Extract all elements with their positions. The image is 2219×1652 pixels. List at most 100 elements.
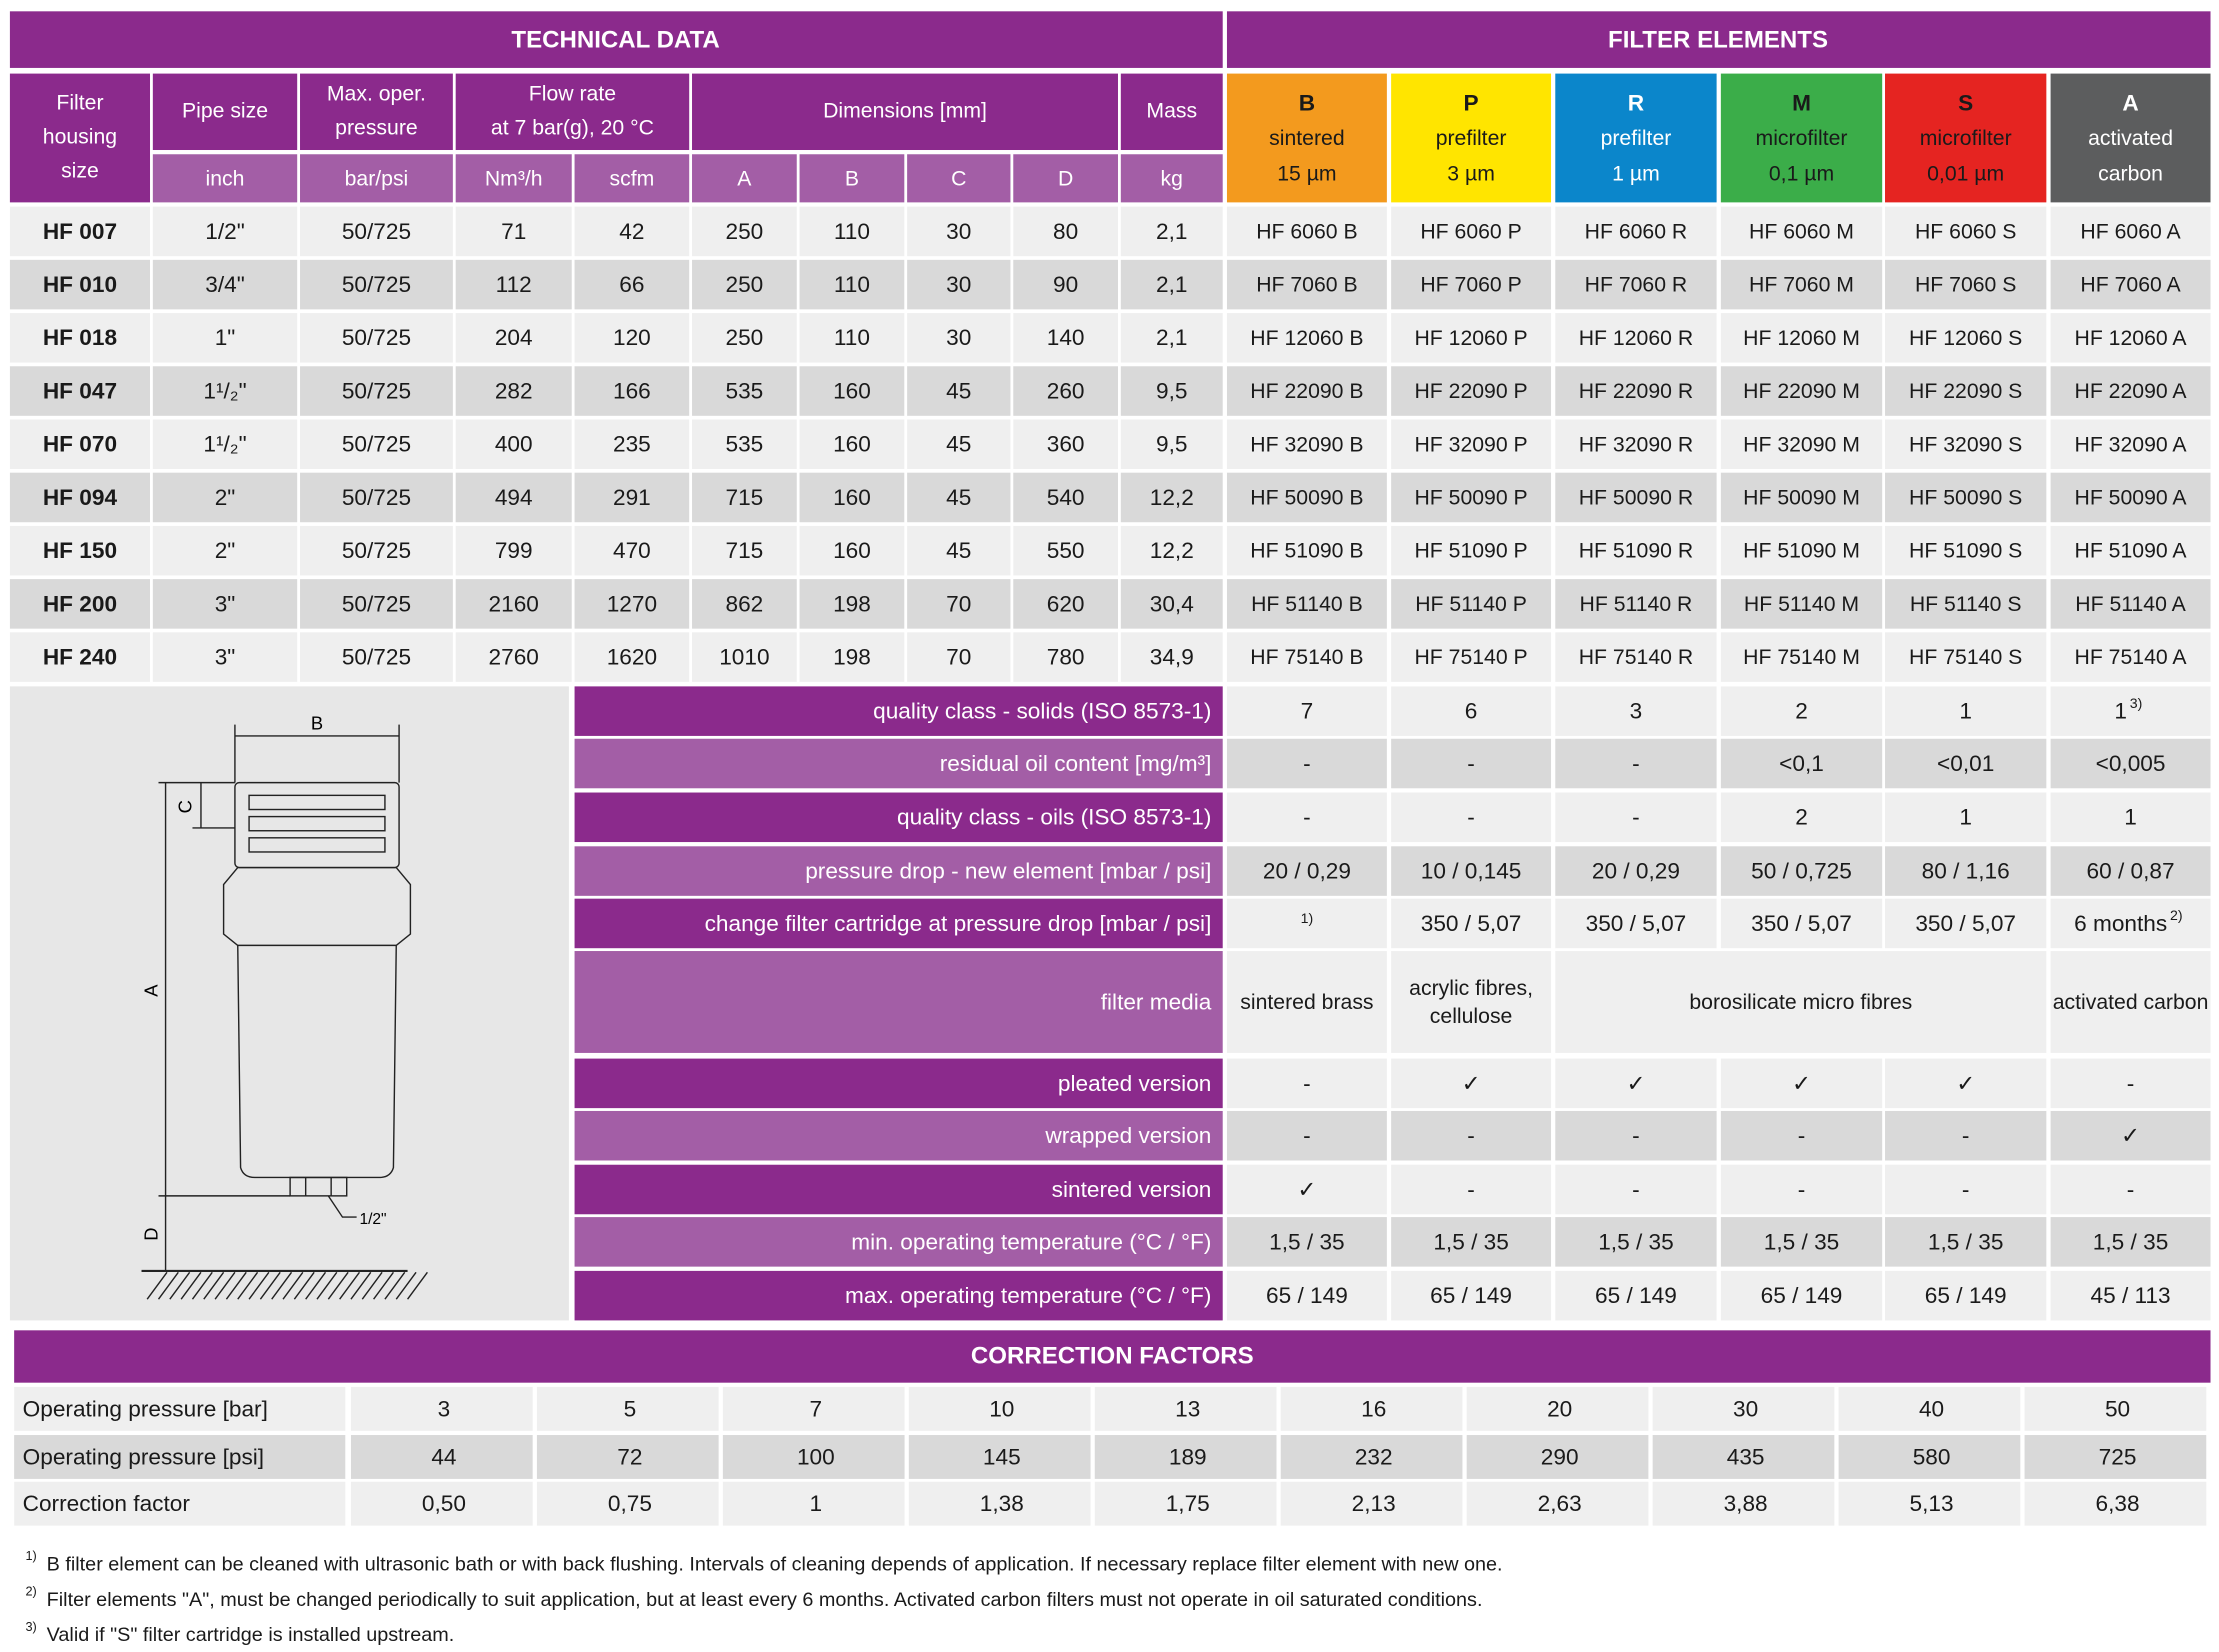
cell-text: HF 51140 B (1251, 593, 1363, 616)
cell-text: - (1632, 805, 1640, 830)
cell-text: - (1632, 1123, 1640, 1148)
cell-bg (574, 206, 690, 257)
cell-text: 70 (946, 591, 971, 616)
cell-text: HF 32090 M (1743, 433, 1860, 456)
cell-bg (799, 472, 905, 523)
cell-text: 110 (834, 325, 870, 350)
cell-text: HF 32090 S (1909, 433, 2022, 456)
cell-text: 550 (1047, 538, 1085, 563)
row-label: Correction factor (23, 1491, 191, 1516)
cell-bg (1226, 419, 1387, 470)
cell-bg (2050, 1164, 2211, 1215)
cell-bg (2050, 846, 2211, 896)
cell-text: 715 (726, 485, 764, 510)
cell-text: 2,1 (1156, 272, 1187, 297)
cell-bg (1013, 632, 1118, 682)
cell-bg (9, 525, 151, 576)
element-text: prefilter (1436, 127, 1507, 150)
cell-bg (574, 419, 690, 470)
cell-bg (692, 525, 797, 576)
cell-bg (1885, 686, 2047, 736)
cell-text: 535 (726, 378, 764, 403)
cell-bg (1838, 1481, 2021, 1526)
cell-text: ✓ (1297, 1177, 1316, 1202)
cell-text: 160 (833, 378, 871, 403)
footnote-ref: 3) (2130, 695, 2143, 711)
cell-text: 12,2 (1150, 485, 1194, 510)
cell-bg (455, 419, 572, 470)
cell-text: - (1632, 751, 1640, 776)
cell-bg (1885, 525, 2047, 576)
cell-text: HF 12060 P (1414, 327, 1527, 350)
element-letter: A (2122, 91, 2138, 116)
cell-bg (1555, 951, 2047, 1053)
cell-text: 1,5 / 35 (1269, 1229, 1344, 1254)
cell-text: HF 75140 P (1414, 646, 1527, 669)
cell-text: - (1303, 751, 1311, 776)
property-label: filter media (1101, 989, 1212, 1014)
unit-bg (1013, 154, 1118, 203)
cell-bg (9, 313, 151, 363)
cell-text: - (1962, 1177, 1970, 1202)
cell-bg (1838, 1386, 2021, 1431)
property-label: change filter cartridge at pressure drop… (705, 911, 1212, 936)
cell-text: HF 32090 A (2075, 433, 2188, 456)
cell-bg (1555, 472, 1717, 523)
header-text: Filter (56, 92, 103, 115)
cell-text: HF 75140 A (2075, 646, 2188, 669)
cell-text: 2,1 (1156, 325, 1187, 350)
cell-bg (300, 419, 453, 470)
cell-bg (1120, 419, 1223, 470)
cell-text: 862 (726, 591, 764, 616)
drain (289, 1176, 348, 1197)
property-label-bg (574, 1270, 1223, 1321)
cell-bg (692, 419, 797, 470)
property-label-bg (574, 951, 1223, 1053)
cell-bg (300, 366, 453, 416)
cell-bg (1226, 792, 1387, 843)
cell-text: HF 7060 A (2080, 274, 2181, 297)
cell-bg (1120, 206, 1223, 257)
cell-text: 50 (2105, 1396, 2130, 1421)
cell-text: HF 7060 B (1256, 274, 1357, 297)
cell-text: <0,1 (1779, 751, 1824, 776)
cell-bg (536, 1481, 719, 1526)
cell-text: 50/725 (342, 325, 411, 350)
unit-bg (799, 154, 905, 203)
cell-text: 1,5 / 35 (1928, 1229, 2003, 1254)
cell-text: 50/725 (342, 432, 411, 457)
cell-bg (1720, 419, 1883, 470)
cell-bg (908, 1435, 1091, 1479)
header-text: Mass (1146, 99, 1197, 122)
header-bg (455, 73, 690, 151)
cell-bg (1885, 632, 2047, 682)
cell-text: 1/2" (205, 219, 244, 244)
cell-bg (152, 525, 298, 576)
cell-bg (1391, 738, 1552, 789)
cell-text: HF 50090 B (1250, 486, 1363, 509)
cell-bg (300, 525, 453, 576)
cell-text: 140 (1047, 325, 1085, 350)
cell-text: 50/725 (342, 272, 411, 297)
cell-bg (722, 1435, 905, 1479)
cell-text: 9,5 (1156, 378, 1187, 403)
cell-text: 1 (1959, 805, 1972, 830)
cell-bg (455, 525, 572, 576)
cell-text: HF 6060 A (2080, 220, 2181, 243)
cell-text: 120 (613, 325, 651, 350)
cell-bg (1013, 472, 1118, 523)
cell-bg (9, 579, 151, 629)
cell-bg (1226, 738, 1387, 789)
cell-text: 45 (946, 432, 971, 457)
footnote-ref: 1) (1301, 910, 1314, 926)
cell-bg (2050, 632, 2211, 682)
cell-text: 1,5 / 35 (1433, 1229, 1508, 1254)
property-label-bg (574, 846, 1223, 896)
cell-bg (1885, 1164, 2047, 1215)
cell-bg (1555, 898, 1717, 949)
cell-bg (2024, 1481, 2207, 1526)
cell-text: 360 (1047, 432, 1085, 457)
cell-text: HF 51140 P (1415, 593, 1527, 616)
cell-bg (1885, 792, 2047, 843)
property-label: pressure drop - new element [mbar / psi] (805, 858, 1211, 883)
